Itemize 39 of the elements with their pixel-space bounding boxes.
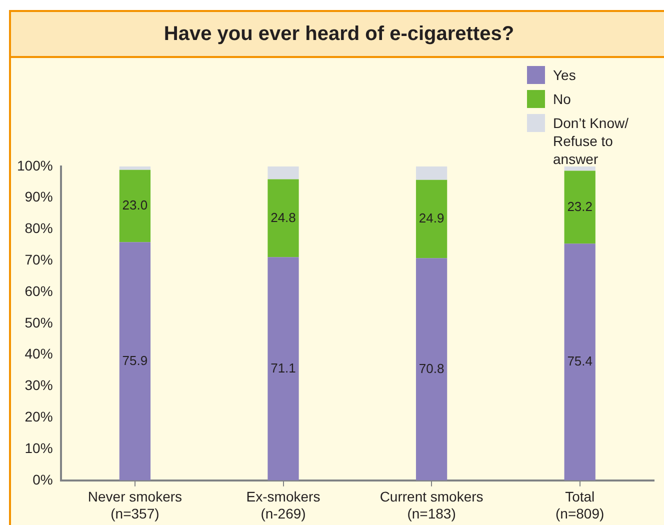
- y-tick-label: 60%: [24, 282, 53, 299]
- data-label: 71.1: [270, 360, 296, 376]
- y-tick-label: 50%: [24, 314, 53, 330]
- y-tick-label: 30%: [24, 377, 53, 394]
- x-tick-label: Never smokers (n=357): [88, 488, 182, 522]
- x-tick-label: Ex-smokers (n-269): [246, 488, 320, 522]
- y-tick-label: 90%: [24, 188, 53, 205]
- bar: [416, 166, 448, 180]
- data-label: 70.8: [418, 360, 444, 376]
- bar: [119, 170, 151, 242]
- data-label: 24.9: [418, 210, 444, 226]
- bar: [416, 180, 448, 258]
- legend-label: No: [553, 90, 571, 108]
- x-tick-label: Total (n=809): [556, 488, 604, 522]
- bar: [564, 244, 596, 480]
- data-label: 23.2: [567, 198, 593, 214]
- bar: [268, 166, 299, 180]
- bar: [119, 166, 151, 170]
- y-tick-label: 100%: [16, 157, 53, 174]
- y-tick-label: 80%: [24, 220, 53, 236]
- y-tick-label: 40%: [24, 346, 53, 362]
- bar: [564, 166, 596, 171]
- bar: [416, 258, 448, 480]
- data-label: 24.8: [270, 210, 296, 225]
- y-tick-label: 20%: [24, 408, 53, 424]
- legend-label: Don’t Know/ Refuse to answer: [553, 114, 630, 168]
- bar: [564, 170, 596, 244]
- bar: [268, 179, 299, 258]
- data-label: 23.0: [122, 198, 148, 213]
- chart-title: Have you ever heard of e-cigarettes?: [11, 12, 664, 58]
- y-tick-label: 70%: [24, 251, 53, 268]
- data-label: 75.4: [567, 354, 593, 369]
- bar: [119, 242, 151, 480]
- legend-label: Yes: [553, 66, 576, 84]
- y-tick-label: 0%: [32, 471, 53, 488]
- y-tick-label: 10%: [24, 440, 53, 456]
- x-tick-label: Current smokers (n=183): [380, 488, 484, 522]
- bar: [268, 257, 299, 480]
- data-label: 75.9: [122, 352, 148, 368]
